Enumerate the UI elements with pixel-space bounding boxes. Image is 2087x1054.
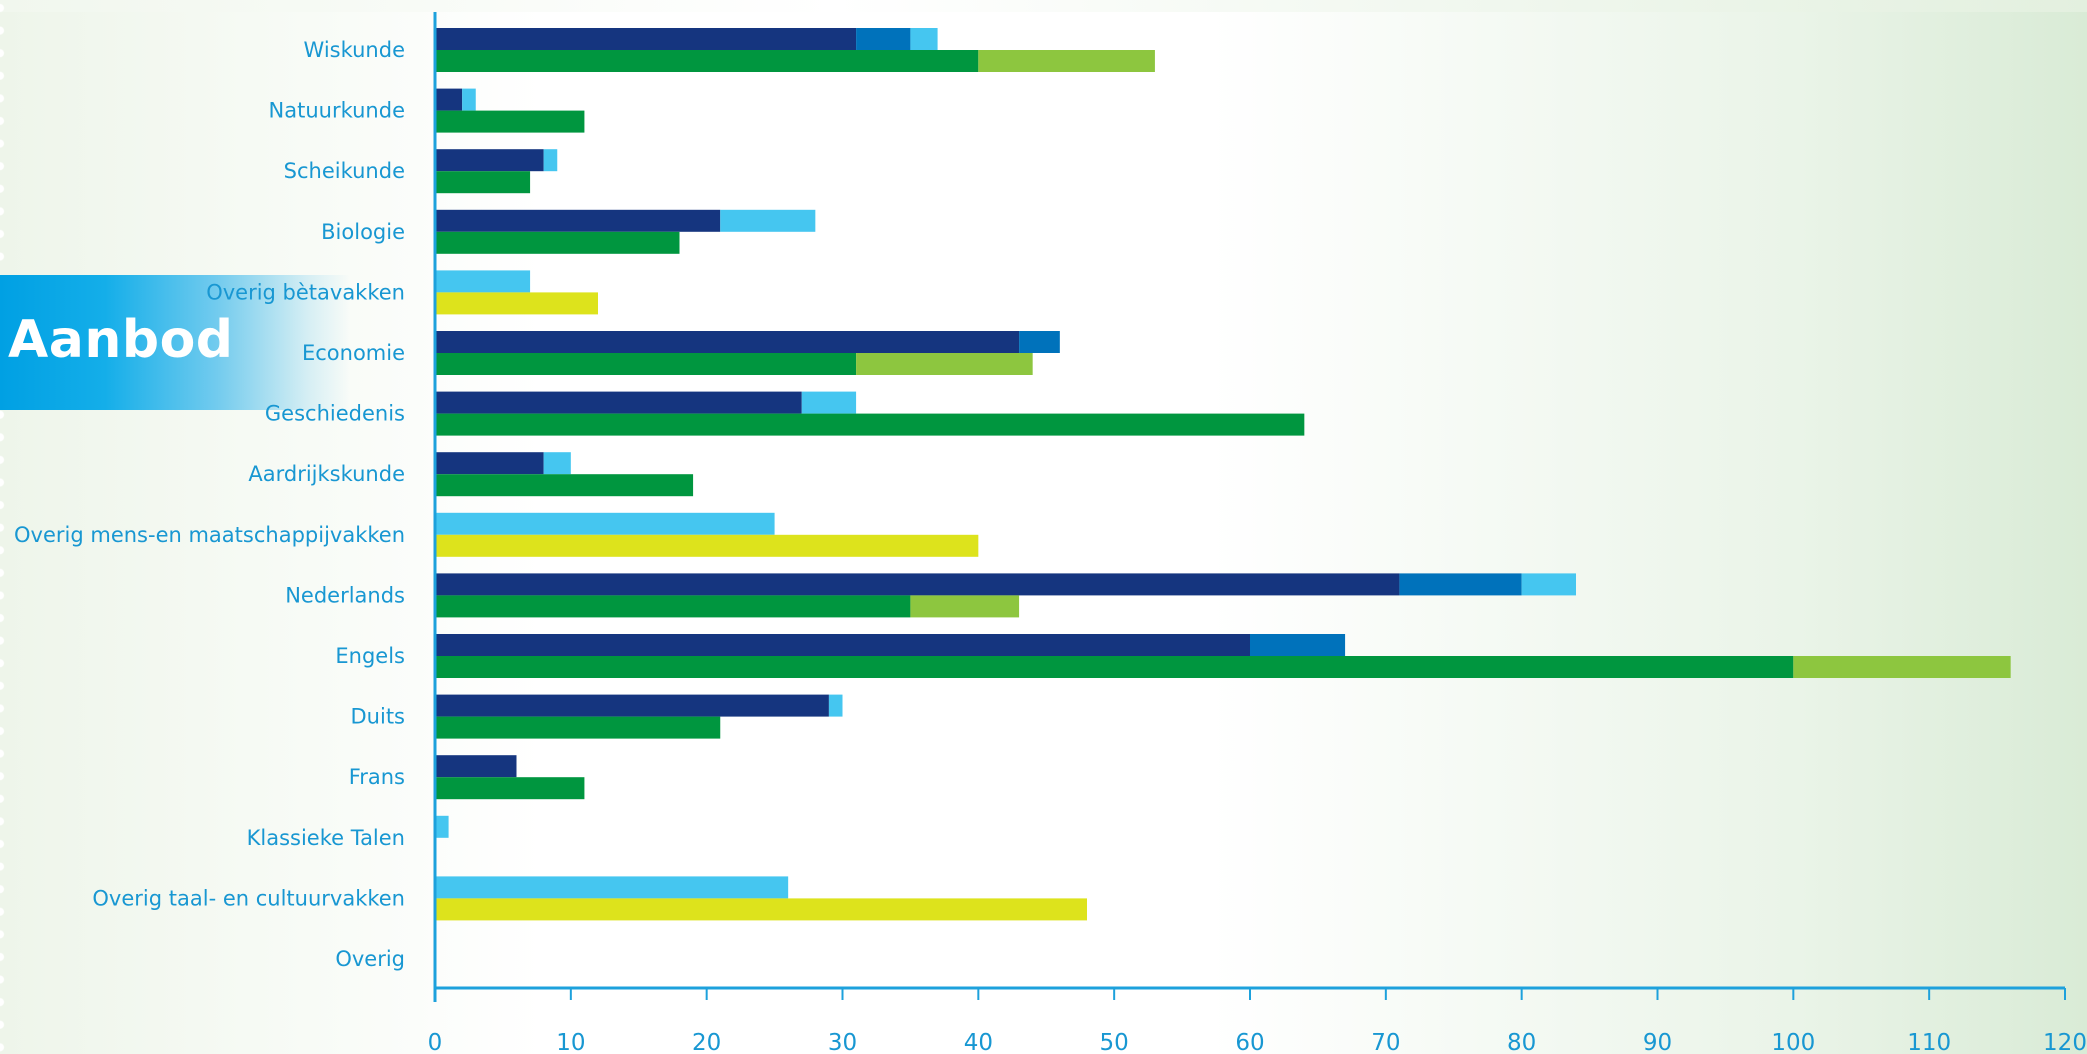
upper-bar-segment [435, 755, 517, 778]
lower-bar-segment [435, 898, 1087, 921]
upper-bar-segment [856, 28, 911, 50]
upper-bar-segment [435, 573, 1400, 596]
upper-bar-segment [1399, 573, 1522, 596]
x-tick-label: 100 [1771, 1030, 1815, 1054]
lower-bar-segment [435, 110, 585, 133]
category-label: Economie [302, 341, 405, 365]
lower-bar-segment [1793, 656, 2011, 678]
upper-bar-segment [801, 391, 857, 414]
x-tick-label: 20 [692, 1030, 721, 1054]
heading-tab [0, 275, 350, 410]
lower-bar-segment [435, 413, 1305, 436]
upper-bar-segment [435, 876, 789, 899]
x-tick-label: 70 [1371, 1030, 1400, 1054]
lower-bar-segment [978, 50, 1155, 72]
upper-bar-segment [1521, 573, 1576, 596]
upper-bar-segment [435, 391, 802, 414]
lower-bar-segment [435, 595, 911, 618]
x-tick-label: 110 [1907, 1030, 1951, 1054]
upper-bar-segment [910, 28, 938, 50]
x-tick-label: 50 [1100, 1030, 1129, 1054]
upper-bar-segment [720, 209, 816, 232]
upper-bar-segment [435, 452, 544, 475]
lower-bar-segment [435, 777, 585, 800]
upper-bar-segment [543, 149, 558, 172]
category-label: Overig [335, 947, 405, 971]
lower-bar-segment [435, 231, 680, 254]
category-label: Frans [349, 765, 405, 789]
x-tick-label: 30 [828, 1030, 857, 1054]
perforated-edge [0, 0, 5, 1054]
lower-bar-segment [435, 534, 979, 557]
x-tick-label: 90 [1643, 1030, 1672, 1054]
category-label: Biologie [321, 220, 405, 244]
category-label: Natuurkunde [269, 99, 405, 123]
category-label: Overig taal- en cultuurvakken [92, 886, 405, 910]
category-label: Geschiedenis [265, 402, 405, 426]
category-label: Nederlands [285, 583, 405, 607]
upper-bar-segment [435, 270, 531, 293]
lower-bar-segment [435, 656, 1794, 678]
upper-bar-segment [828, 694, 843, 717]
category-label: Overig mens-en maatschappijvakken [14, 523, 405, 547]
upper-bar-segment [435, 815, 449, 838]
lower-bar-segment [435, 50, 979, 72]
upper-bar-segment [543, 452, 571, 475]
x-tick-label: 60 [1235, 1030, 1264, 1054]
lower-bar-segment [910, 595, 1020, 618]
x-tick-label: 80 [1507, 1030, 1536, 1054]
category-label: Aardrijkskunde [248, 462, 405, 486]
x-tick-label: 40 [964, 1030, 993, 1054]
category-label: Wiskunde [304, 38, 405, 62]
upper-bar-segment [435, 331, 1020, 353]
x-tick-label: 0 [428, 1030, 443, 1054]
category-label: Duits [351, 705, 406, 729]
lower-bar-segment [856, 353, 1033, 375]
category-label: Scheikunde [284, 159, 405, 183]
upper-bar-segment [1019, 331, 1060, 353]
upper-bar-segment [435, 149, 544, 172]
upper-bar-segment [1250, 634, 1346, 656]
lower-bar-segment [435, 353, 857, 375]
upper-bar-segment [435, 634, 1250, 656]
upper-bar-segment [462, 88, 476, 111]
category-label: Engels [335, 644, 405, 668]
upper-bar-segment [435, 88, 463, 111]
upper-bar-segment [435, 694, 829, 717]
lower-bar-segment [435, 716, 721, 739]
upper-bar-segment [435, 512, 775, 535]
lower-bar-segment [435, 171, 531, 194]
x-tick-label: 10 [556, 1030, 585, 1054]
section-heading: Aanbod [8, 310, 234, 370]
upper-bar-segment [435, 28, 857, 50]
category-label: Overig bètavakken [206, 280, 405, 304]
upper-bar-segment [435, 209, 721, 232]
lower-bar-segment [435, 474, 694, 497]
lower-bar-segment [435, 292, 598, 315]
top-strip [0, 0, 2087, 12]
category-label: Klassieke Talen [247, 826, 405, 850]
x-tick-label: 120 [2043, 1030, 2087, 1054]
